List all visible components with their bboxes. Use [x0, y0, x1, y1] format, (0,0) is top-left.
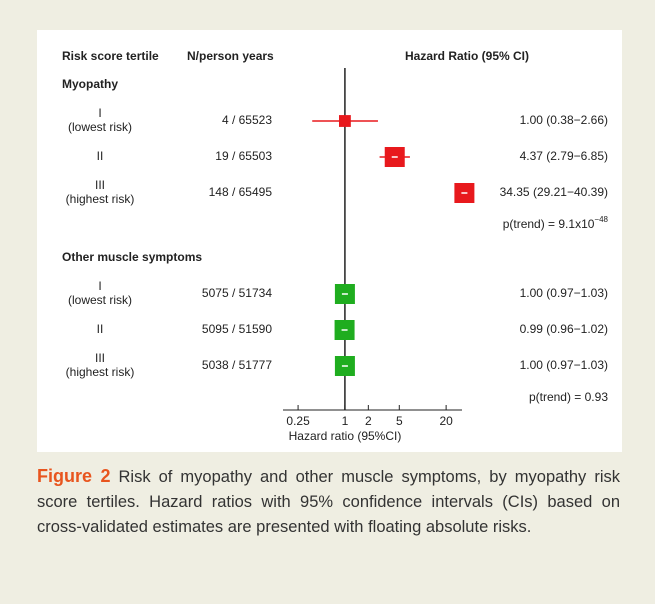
- value-label: 1.00 (0.38−2.66): [520, 113, 608, 127]
- column-header: Hazard Ratio (95% CI): [405, 49, 529, 63]
- row-label: II: [97, 322, 104, 336]
- row-sublabel: (lowest risk): [68, 120, 132, 134]
- value-label: 0.99 (0.96−1.02): [520, 322, 608, 336]
- value-label: 1.00 (0.97−1.03): [520, 286, 608, 300]
- value-label: 4.37 (2.79−6.85): [520, 149, 608, 163]
- value-label: 34.35 (29.21−40.39): [500, 185, 608, 199]
- row-label: II: [97, 149, 104, 163]
- p-trend: p(trend) = 0.93: [529, 390, 608, 404]
- chart: Risk score tertile N/person years Hazard…: [37, 30, 622, 452]
- group-heading: Other muscle symptoms: [62, 250, 202, 264]
- n-person-years: 5075 / 51734: [202, 286, 272, 300]
- row-sublabel: (lowest risk): [68, 293, 132, 307]
- group-heading: Myopathy: [62, 77, 118, 91]
- caption-label: Figure 2: [37, 466, 111, 486]
- caption: Figure 2 Risk of myopathy and other musc…: [37, 464, 620, 540]
- p-trend: p(trend) = 9.1x10−48: [503, 215, 609, 231]
- x-tick-label: 5: [396, 414, 403, 428]
- n-person-years: 4 / 65523: [222, 113, 272, 127]
- p-trend-exponent: −48: [594, 215, 608, 224]
- value-label: 1.00 (0.97−1.03): [520, 358, 608, 372]
- n-person-years: 5095 / 51590: [202, 322, 272, 336]
- panel: [37, 30, 622, 452]
- n-person-years: 5038 / 51777: [202, 358, 272, 372]
- p-trend-text: p(trend) = 0.93: [529, 390, 608, 404]
- column-header: Risk score tertile: [62, 49, 159, 63]
- row-label: I: [98, 279, 101, 293]
- n-person-years: 148 / 65495: [209, 185, 273, 199]
- row-label: I: [98, 106, 101, 120]
- x-axis-title: Hazard ratio (95%CI): [289, 429, 402, 443]
- row-label: III: [95, 178, 105, 192]
- estimate-box: [338, 115, 351, 127]
- row-sublabel: (highest risk): [66, 192, 135, 206]
- p-trend-text: p(trend) = 9.1x10: [503, 217, 595, 231]
- x-tick-label: 2: [365, 414, 372, 428]
- x-tick-label: 20: [439, 414, 453, 428]
- x-tick-label: 0.25: [286, 414, 310, 428]
- row-sublabel: (highest risk): [66, 365, 135, 379]
- caption-text: Risk of myopathy and other muscle sympto…: [37, 468, 621, 536]
- n-person-years: 19 / 65503: [215, 149, 272, 163]
- column-header: N/person years: [187, 49, 274, 63]
- x-tick-label: 1: [342, 414, 349, 428]
- row-label: III: [95, 351, 105, 365]
